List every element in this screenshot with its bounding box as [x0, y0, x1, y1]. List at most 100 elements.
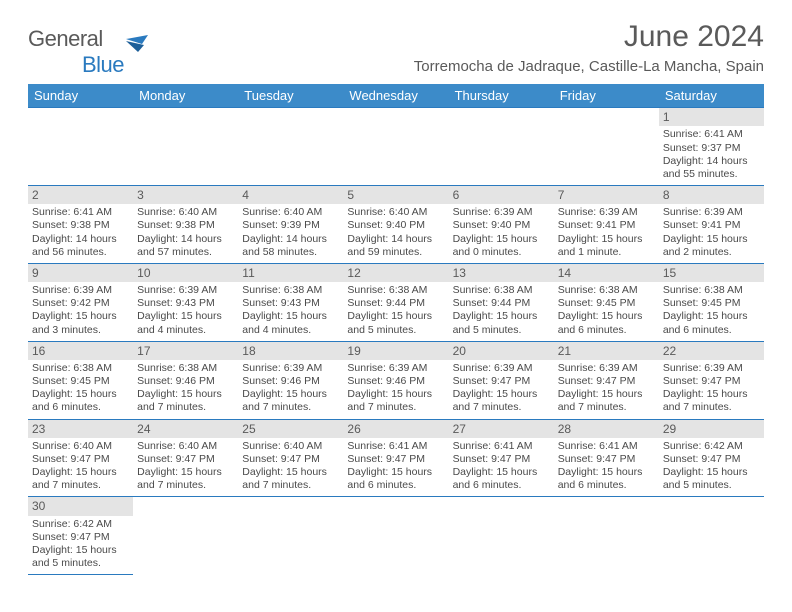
calendar-cell: 28Sunrise: 6:41 AMSunset: 9:47 PMDayligh… [554, 419, 659, 497]
day-number: 3 [133, 186, 238, 204]
day-content: Sunrise: 6:38 AMSunset: 9:44 PMDaylight:… [343, 282, 448, 341]
day-content: Sunrise: 6:38 AMSunset: 9:46 PMDaylight:… [133, 360, 238, 419]
calendar-cell [343, 108, 448, 186]
calendar-cell: 3Sunrise: 6:40 AMSunset: 9:38 PMDaylight… [133, 185, 238, 263]
day-number: 21 [554, 342, 659, 360]
day-number: 16 [28, 342, 133, 360]
calendar-cell: 19Sunrise: 6:39 AMSunset: 9:46 PMDayligh… [343, 341, 448, 419]
day-content: Sunrise: 6:39 AMSunset: 9:47 PMDaylight:… [449, 360, 554, 419]
calendar-cell: 7Sunrise: 6:39 AMSunset: 9:41 PMDaylight… [554, 185, 659, 263]
day-content: Sunrise: 6:38 AMSunset: 9:45 PMDaylight:… [554, 282, 659, 341]
logo-text-left: General [28, 26, 103, 51]
calendar-week: 23Sunrise: 6:40 AMSunset: 9:47 PMDayligh… [28, 419, 764, 497]
day-content: Sunrise: 6:40 AMSunset: 9:47 PMDaylight:… [28, 438, 133, 497]
calendar-cell: 29Sunrise: 6:42 AMSunset: 9:47 PMDayligh… [659, 419, 764, 497]
day-number: 2 [28, 186, 133, 204]
calendar-cell: 1Sunrise: 6:41 AMSunset: 9:37 PMDaylight… [659, 108, 764, 186]
calendar-cell: 21Sunrise: 6:39 AMSunset: 9:47 PMDayligh… [554, 341, 659, 419]
day-content: Sunrise: 6:39 AMSunset: 9:42 PMDaylight:… [28, 282, 133, 341]
calendar-week: 16Sunrise: 6:38 AMSunset: 9:45 PMDayligh… [28, 341, 764, 419]
day-content: Sunrise: 6:38 AMSunset: 9:45 PMDaylight:… [659, 282, 764, 341]
calendar-cell: 16Sunrise: 6:38 AMSunset: 9:45 PMDayligh… [28, 341, 133, 419]
day-content: Sunrise: 6:39 AMSunset: 9:43 PMDaylight:… [133, 282, 238, 341]
calendar-cell [238, 108, 343, 186]
header: General Blue June 2024 Torremocha de Jad… [28, 20, 764, 78]
calendar-cell: 30Sunrise: 6:42 AMSunset: 9:47 PMDayligh… [28, 497, 133, 575]
day-number: 19 [343, 342, 448, 360]
day-number: 14 [554, 264, 659, 282]
calendar-cell: 14Sunrise: 6:38 AMSunset: 9:45 PMDayligh… [554, 263, 659, 341]
day-number: 30 [28, 497, 133, 515]
day-content: Sunrise: 6:40 AMSunset: 9:47 PMDaylight:… [133, 438, 238, 497]
day-number: 20 [449, 342, 554, 360]
calendar-cell: 25Sunrise: 6:40 AMSunset: 9:47 PMDayligh… [238, 419, 343, 497]
calendar-head: SundayMondayTuesdayWednesdayThursdayFrid… [28, 84, 764, 108]
calendar-cell: 26Sunrise: 6:41 AMSunset: 9:47 PMDayligh… [343, 419, 448, 497]
day-content: Sunrise: 6:42 AMSunset: 9:47 PMDaylight:… [659, 438, 764, 497]
dow-header: Tuesday [238, 84, 343, 108]
day-content: Sunrise: 6:38 AMSunset: 9:45 PMDaylight:… [28, 360, 133, 419]
day-number: 8 [659, 186, 764, 204]
day-content: Sunrise: 6:41 AMSunset: 9:37 PMDaylight:… [659, 126, 764, 185]
day-content: Sunrise: 6:41 AMSunset: 9:47 PMDaylight:… [449, 438, 554, 497]
calendar-cell: 13Sunrise: 6:38 AMSunset: 9:44 PMDayligh… [449, 263, 554, 341]
dow-header: Monday [133, 84, 238, 108]
day-content: Sunrise: 6:41 AMSunset: 9:47 PMDaylight:… [343, 438, 448, 497]
day-number: 13 [449, 264, 554, 282]
calendar-week: 30Sunrise: 6:42 AMSunset: 9:47 PMDayligh… [28, 497, 764, 575]
dow-header: Friday [554, 84, 659, 108]
calendar-cell: 27Sunrise: 6:41 AMSunset: 9:47 PMDayligh… [449, 419, 554, 497]
calendar-week: 9Sunrise: 6:39 AMSunset: 9:42 PMDaylight… [28, 263, 764, 341]
calendar-cell: 11Sunrise: 6:38 AMSunset: 9:43 PMDayligh… [238, 263, 343, 341]
calendar-cell [554, 108, 659, 186]
calendar-week: 1Sunrise: 6:41 AMSunset: 9:37 PMDaylight… [28, 108, 764, 186]
day-content: Sunrise: 6:40 AMSunset: 9:40 PMDaylight:… [343, 204, 448, 263]
calendar-cell: 9Sunrise: 6:39 AMSunset: 9:42 PMDaylight… [28, 263, 133, 341]
day-number: 24 [133, 420, 238, 438]
day-number: 25 [238, 420, 343, 438]
day-number: 12 [343, 264, 448, 282]
day-content: Sunrise: 6:42 AMSunset: 9:47 PMDaylight:… [28, 516, 133, 575]
day-content: Sunrise: 6:41 AMSunset: 9:38 PMDaylight:… [28, 204, 133, 263]
calendar-cell: 23Sunrise: 6:40 AMSunset: 9:47 PMDayligh… [28, 419, 133, 497]
day-number: 1 [659, 108, 764, 126]
calendar-cell [343, 497, 448, 575]
day-content: Sunrise: 6:40 AMSunset: 9:47 PMDaylight:… [238, 438, 343, 497]
calendar-cell: 2Sunrise: 6:41 AMSunset: 9:38 PMDaylight… [28, 185, 133, 263]
calendar-cell [659, 497, 764, 575]
day-content: Sunrise: 6:39 AMSunset: 9:40 PMDaylight:… [449, 204, 554, 263]
calendar-cell: 4Sunrise: 6:40 AMSunset: 9:39 PMDaylight… [238, 185, 343, 263]
calendar-cell [449, 497, 554, 575]
day-number: 27 [449, 420, 554, 438]
day-number: 11 [238, 264, 343, 282]
calendar-body: 1Sunrise: 6:41 AMSunset: 9:37 PMDaylight… [28, 108, 764, 575]
day-number: 9 [28, 264, 133, 282]
day-number: 17 [133, 342, 238, 360]
calendar-cell: 6Sunrise: 6:39 AMSunset: 9:40 PMDaylight… [449, 185, 554, 263]
calendar-cell: 22Sunrise: 6:39 AMSunset: 9:47 PMDayligh… [659, 341, 764, 419]
flag-icon [126, 35, 154, 60]
calendar-table: SundayMondayTuesdayWednesdayThursdayFrid… [28, 84, 764, 575]
calendar-cell [133, 108, 238, 186]
day-content: Sunrise: 6:38 AMSunset: 9:43 PMDaylight:… [238, 282, 343, 341]
title-block: June 2024 Torremocha de Jadraque, Castil… [414, 20, 764, 75]
day-number: 4 [238, 186, 343, 204]
day-number: 6 [449, 186, 554, 204]
day-number: 26 [343, 420, 448, 438]
calendar-cell: 20Sunrise: 6:39 AMSunset: 9:47 PMDayligh… [449, 341, 554, 419]
calendar-cell [238, 497, 343, 575]
day-content: Sunrise: 6:39 AMSunset: 9:47 PMDaylight:… [659, 360, 764, 419]
calendar-cell: 10Sunrise: 6:39 AMSunset: 9:43 PMDayligh… [133, 263, 238, 341]
calendar-cell: 8Sunrise: 6:39 AMSunset: 9:41 PMDaylight… [659, 185, 764, 263]
day-number: 5 [343, 186, 448, 204]
day-content: Sunrise: 6:38 AMSunset: 9:44 PMDaylight:… [449, 282, 554, 341]
day-content: Sunrise: 6:39 AMSunset: 9:46 PMDaylight:… [343, 360, 448, 419]
day-number: 10 [133, 264, 238, 282]
logo-text-right: Blue [82, 52, 124, 77]
day-number: 15 [659, 264, 764, 282]
calendar-cell [28, 108, 133, 186]
day-content: Sunrise: 6:39 AMSunset: 9:41 PMDaylight:… [554, 204, 659, 263]
calendar-cell: 18Sunrise: 6:39 AMSunset: 9:46 PMDayligh… [238, 341, 343, 419]
location: Torremocha de Jadraque, Castille-La Manc… [414, 58, 764, 75]
calendar-week: 2Sunrise: 6:41 AMSunset: 9:38 PMDaylight… [28, 185, 764, 263]
